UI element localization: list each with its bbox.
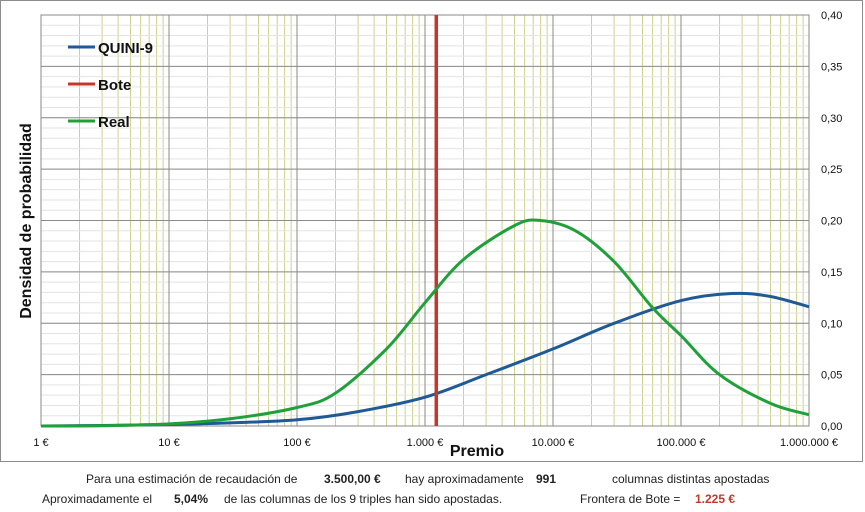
x-tick-label: 100.000 € [657, 437, 706, 449]
series-real-line [40, 218, 810, 428]
probability-density-chart: 1 € 10 € 100 € 1.000 € 10.000 € 100.000 € 1.00… [18, 10, 842, 460]
legend-label: QUINI-9 [98, 40, 153, 57]
footer-prefix-2: Aproximadamente el [42, 492, 153, 506]
y-tick-label: 0,15 [821, 267, 842, 279]
y-tick-label: 0,25 [821, 164, 842, 176]
footer-suffix: columnas distintas apostadas [612, 472, 770, 486]
y-tick-label: 0,00 [821, 421, 842, 433]
x-tick-label: 10 € [158, 437, 179, 449]
recaudacion-value: 3.500,00 € [324, 472, 381, 486]
footer-middle: hay aproximadamente [405, 472, 524, 486]
x-tick-label: 10.000 € [532, 437, 575, 449]
x-tick-label: 1.000 € [407, 437, 444, 449]
y-tick-label: 0,35 [821, 61, 842, 73]
columnas-value: 991 [536, 472, 557, 486]
legend-label: Real [98, 114, 130, 131]
y-tick-label: 0,40 [821, 10, 842, 22]
y-tick-label: 0,20 [821, 216, 842, 228]
percent-value: 5,04% [174, 492, 209, 506]
plot-area [40, 14, 810, 427]
y-tick-label: 0,10 [821, 318, 842, 330]
y-tick-label: 0,05 [821, 370, 842, 382]
chart-frame: 1 € 10 € 100 € 1.000 € 10.000 € 100.000 € 1.00… [0, 0, 863, 462]
frontera-label: Frontera de Bote = [580, 492, 681, 506]
footer-line-2: Aproximadamente el 5,04% de las columnas… [0, 492, 865, 512]
x-tick-label: 1.000.000 € [780, 437, 838, 449]
x-tick-label: 100 € [283, 437, 311, 449]
x-tick-label: 1 € [33, 437, 48, 449]
y-tick-label: 0,30 [821, 113, 842, 125]
y-axis-label: Densidad de probabilidad [18, 123, 35, 319]
footer-middle-2: de las columnas de los 9 triples han sid… [224, 492, 503, 506]
x-axis-label: Premio [450, 443, 504, 460]
legend-label: Bote [98, 77, 131, 94]
footer-prefix: Para una estimación de recaudación de [86, 472, 298, 486]
footer-line-1: Para una estimación de recaudación de 3.… [0, 472, 865, 492]
frontera-value: 1.225 € [695, 492, 736, 506]
